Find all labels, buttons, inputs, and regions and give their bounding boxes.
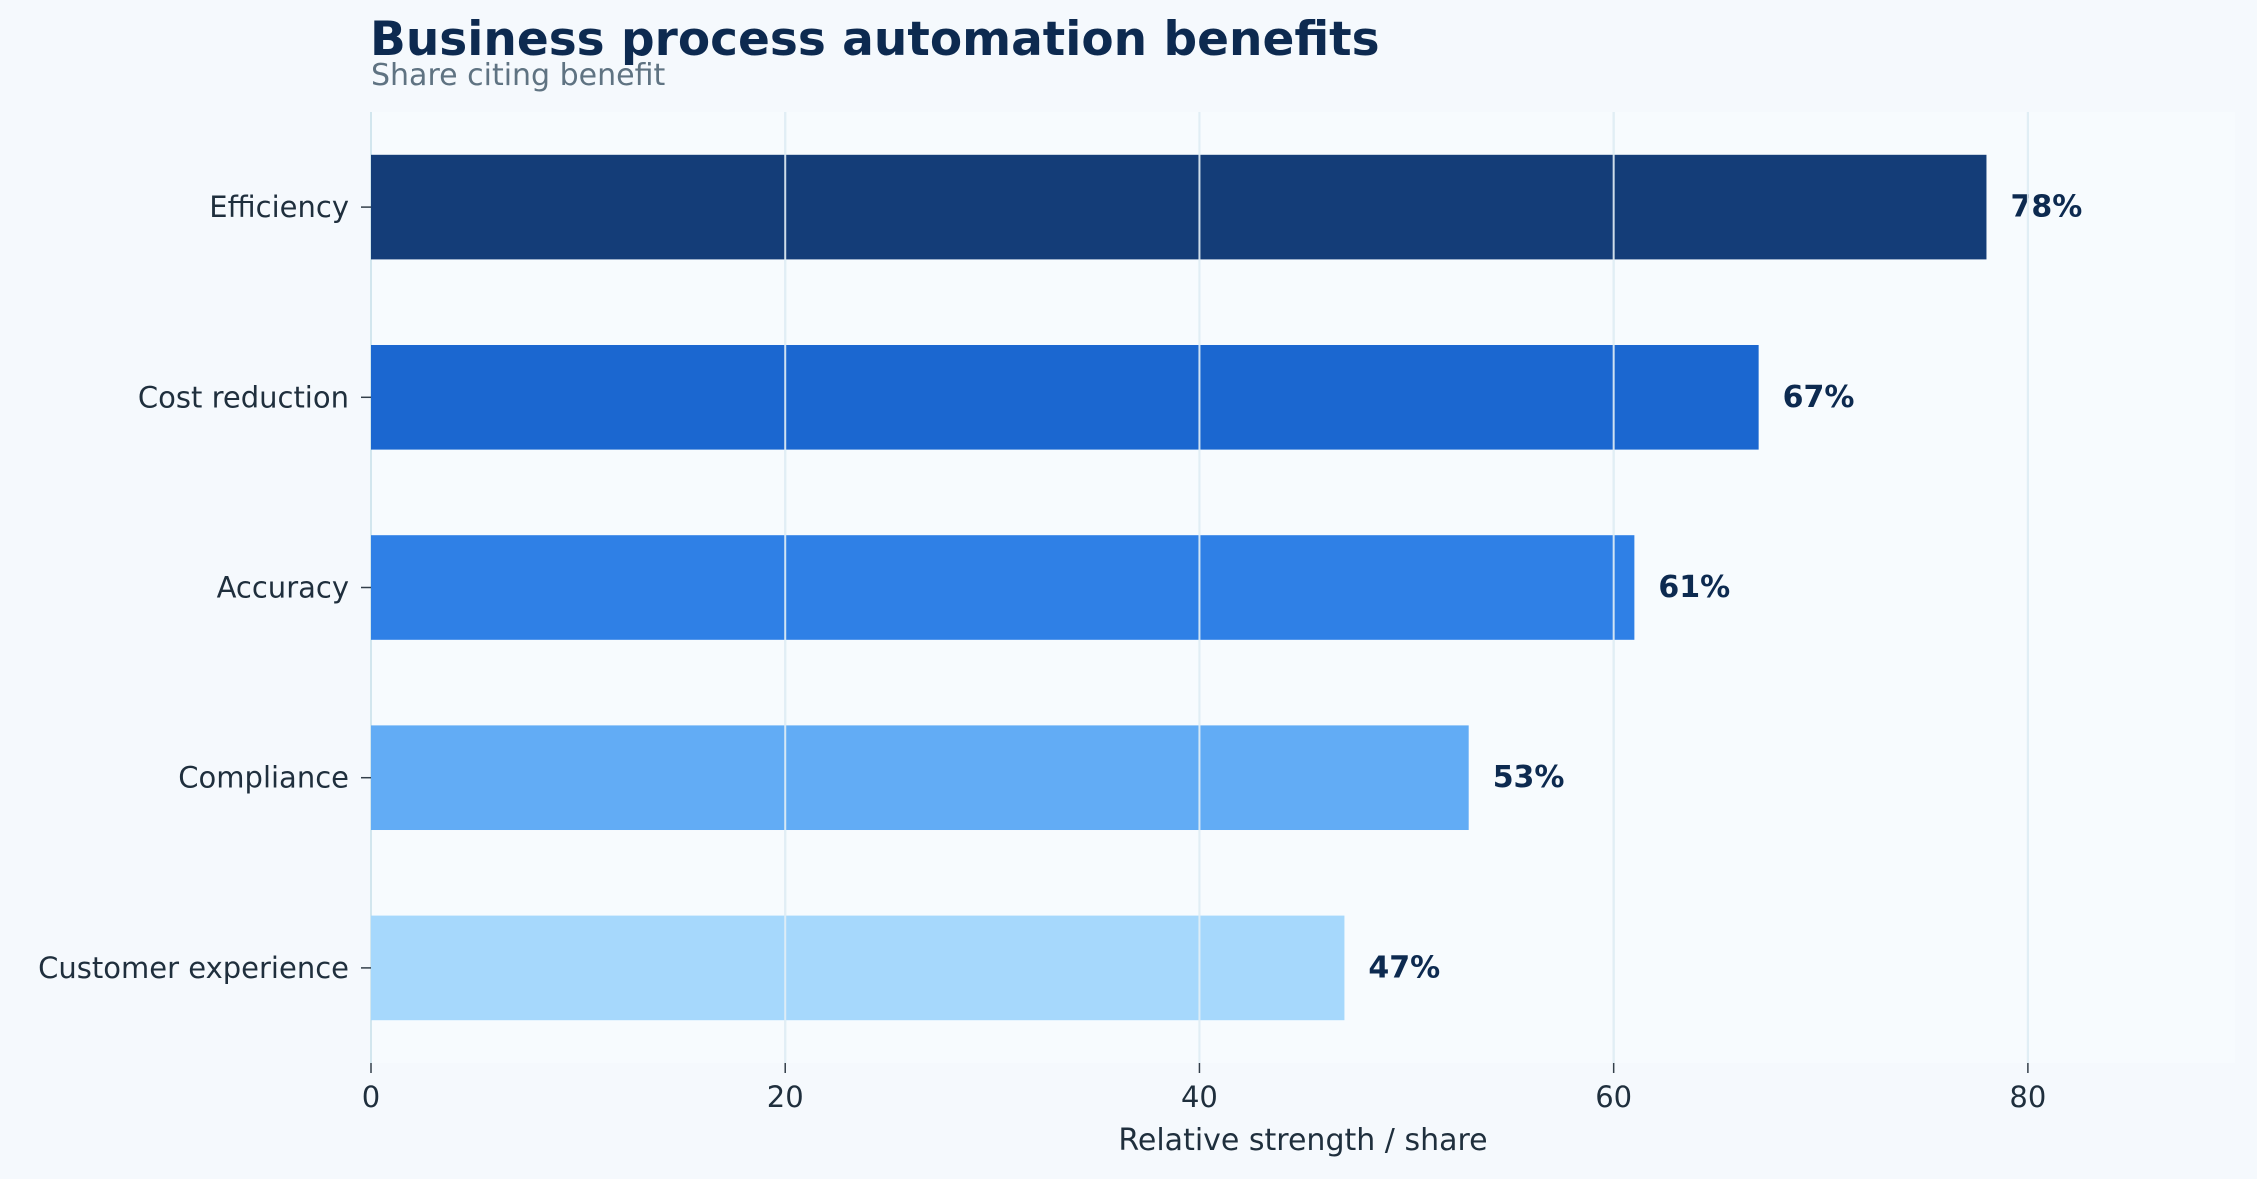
y-tick-label: Customer experience [38, 951, 349, 985]
bar-customer-experience [371, 915, 1345, 1021]
bar-cost-reduction [371, 344, 1759, 450]
data-label: 47% [1368, 950, 1440, 985]
x-tick-label: 40 [1181, 1080, 1218, 1114]
data-label: 67% [1783, 380, 1855, 415]
x-tick-label: 60 [1595, 1080, 1632, 1114]
bar-compliance [371, 725, 1469, 831]
chart-subtitle: Share citing benefit [371, 58, 666, 93]
x-tick-label: 80 [2009, 1080, 2046, 1114]
y-tick-label: Compliance [178, 761, 349, 795]
bar-efficiency [371, 154, 1987, 260]
y-tick-label: Efficiency [209, 190, 349, 224]
data-label: 78% [2010, 190, 2082, 225]
data-label: 53% [1493, 760, 1565, 795]
y-tick-label: Accuracy [217, 571, 349, 605]
x-axis-label: Relative strength / share [1118, 1123, 1487, 1158]
data-label: 61% [1658, 570, 1730, 605]
y-tick-label: Cost reduction [138, 380, 349, 414]
chart-title: Business process automation benefits [370, 12, 1380, 67]
x-tick-label: 0 [362, 1080, 380, 1114]
x-tick-label: 20 [767, 1080, 804, 1114]
bar-accuracy [371, 535, 1635, 640]
